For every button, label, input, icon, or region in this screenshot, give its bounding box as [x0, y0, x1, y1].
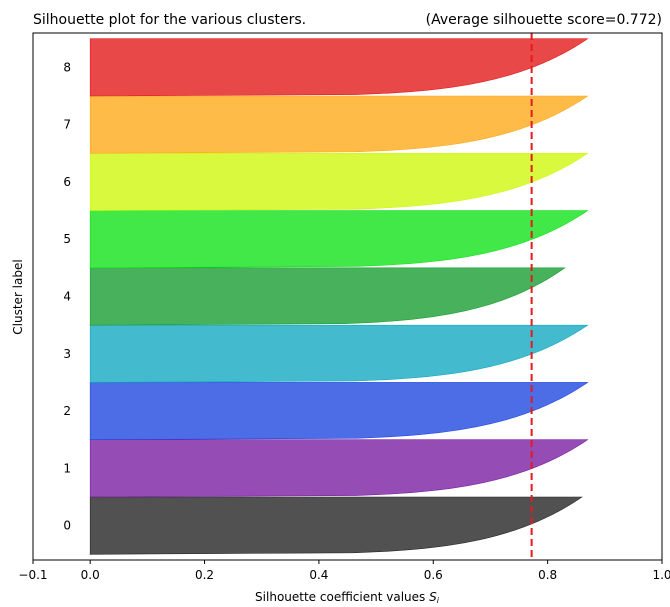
- silhouette-band-cluster-0: [89, 496, 583, 556]
- silhouette-band-cluster-8: [89, 38, 589, 97]
- silhouette-band-cluster-1: [89, 439, 589, 498]
- y-tick-label: 3: [63, 347, 71, 361]
- silhouette-band-cluster-7: [89, 95, 589, 155]
- x-tick-label: 0.4: [309, 568, 328, 582]
- silhouette-band-cluster-4: [89, 267, 566, 326]
- x-tick-label: 1.0: [652, 568, 670, 582]
- silhouette-band-cluster-6: [89, 152, 589, 211]
- y-tick-label: 5: [63, 232, 71, 246]
- x-tick-label: −0.1: [18, 568, 47, 582]
- x-axis-label: Silhouette coefficient values Si: [255, 590, 440, 603]
- silhouette-bands: [89, 38, 589, 556]
- y-axis-ticks: 0 1 2 3 4 5 6 7 8: [63, 60, 71, 532]
- x-axis-ticks: −0.1 0.0 0.2 0.4 0.6 0.8 1.0: [18, 560, 670, 582]
- silhouette-band-cluster-3: [89, 324, 589, 383]
- silhouette-band-cluster-2: [89, 382, 589, 441]
- chart-subtitle: (Average silhouette score=0.772): [426, 12, 662, 28]
- x-axis-label-main: Silhouette coefficient values: [255, 590, 429, 603]
- x-tick-label: 0.8: [538, 568, 557, 582]
- y-tick-label: 0: [63, 519, 71, 533]
- x-tick-label: 0.2: [195, 568, 214, 582]
- x-tick-label: 0.6: [424, 568, 443, 582]
- y-tick-label: 1: [63, 461, 71, 475]
- chart-title: Silhouette plot for the various clusters…: [33, 12, 306, 28]
- x-axis-label-subscript: i: [437, 596, 440, 603]
- y-axis-label: Cluster label: [11, 259, 25, 334]
- x-tick-label: 0.0: [81, 568, 100, 582]
- x-axis-label-symbol: S: [429, 590, 437, 603]
- y-tick-label: 4: [63, 290, 71, 304]
- y-tick-label: 7: [63, 118, 71, 132]
- y-tick-label: 6: [63, 175, 71, 189]
- silhouette-band-cluster-5: [89, 210, 589, 269]
- axes-frame: [32, 32, 663, 561]
- y-tick-label: 2: [63, 404, 71, 418]
- y-tick-label: 8: [63, 60, 71, 74]
